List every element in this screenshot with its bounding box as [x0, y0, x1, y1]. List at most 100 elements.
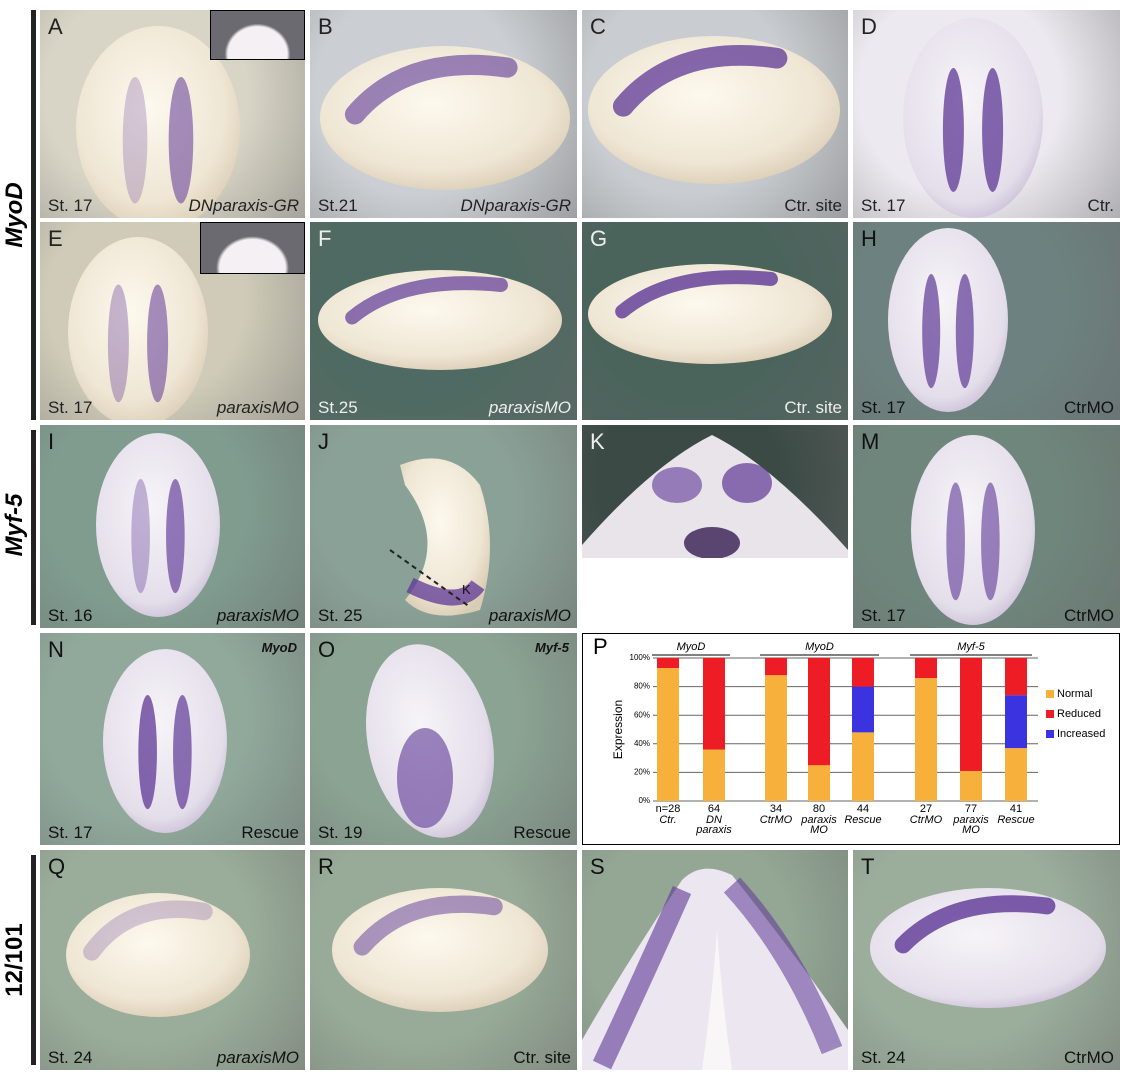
bar-segment: [657, 668, 679, 801]
bar-segment: [765, 658, 787, 676]
gap: [702, 930, 732, 1070]
embryo-image: [588, 264, 832, 364]
y-tick-label: 20%: [634, 768, 650, 777]
x-tick-label: DN paraxis: [696, 814, 732, 836]
stage-label: St. 19: [318, 823, 363, 842]
n-label: 80: [813, 803, 825, 815]
stain: [345, 276, 508, 325]
panel-letter: M: [861, 429, 880, 454]
legend-swatch: [1046, 730, 1054, 738]
stain: [982, 68, 1004, 192]
y-axis-label: Expression: [611, 700, 625, 759]
n-label: 34: [770, 803, 782, 815]
stain: [83, 900, 213, 961]
n-label: 64: [708, 803, 720, 815]
condition-label: Ctr.: [1087, 196, 1114, 215]
panel-letter: T: [861, 854, 875, 879]
condition-label: Ctr. site: [513, 1048, 571, 1067]
x-tick-label: CtrMO: [909, 814, 943, 826]
embryo: [911, 435, 1035, 625]
legend-swatch: [1046, 690, 1054, 698]
stain: [131, 479, 150, 594]
condition-label: CtrMO: [1063, 606, 1114, 625]
row-label: MyoD: [1, 182, 28, 248]
embryo: [903, 18, 1043, 218]
stain: [107, 284, 129, 403]
stain: [147, 284, 169, 403]
stage-label: St. 17: [861, 398, 906, 417]
stain: [138, 695, 157, 810]
x-tick-label: paraxis MO: [953, 814, 989, 836]
image-panel: S: [582, 850, 848, 1070]
image-panel: Q St. 24 paraxisMO: [40, 850, 305, 1070]
embryo-image: [103, 649, 227, 833]
legend-swatch: [1046, 710, 1054, 718]
image-panel: I St. 16 paraxisMO: [40, 425, 305, 628]
bar-segment: [960, 658, 982, 771]
embryo-image: [870, 888, 1106, 1008]
panel-letter: N: [48, 637, 64, 662]
stain: [344, 54, 518, 125]
bar-segment: [657, 658, 679, 669]
stage-label: St. 17: [861, 606, 906, 625]
section-line: [389, 549, 471, 608]
row-label: Myf-5: [1, 493, 28, 557]
panel-letter: I: [48, 429, 55, 454]
condition-label: paraxisMO: [216, 606, 299, 625]
y-tick-label: 0%: [638, 796, 650, 805]
stage-label: St. 17: [48, 196, 93, 215]
panel-letter: E: [48, 226, 63, 251]
image-panel: J St. 25 paraxisMO K: [310, 425, 577, 628]
bar-segment: [1005, 695, 1027, 749]
image-panel: R Ctr. site: [310, 850, 577, 1070]
stain: [406, 577, 485, 606]
condition-label: Ctr. site: [784, 398, 842, 417]
embryo-image: [903, 18, 1043, 218]
stain: [173, 695, 192, 810]
bar-segment: [808, 658, 830, 766]
image-panel: H St. 17 CtrMO: [853, 222, 1120, 420]
image-panel: F St.25 paraxisMO: [310, 222, 577, 420]
y-tick-label: 100%: [630, 653, 650, 662]
bar-segment: [852, 658, 874, 687]
n-label: 27: [920, 803, 932, 815]
stage-label: St. 17: [48, 398, 93, 417]
x-tick-label: Ctr.: [659, 814, 677, 826]
embryo-image: [320, 46, 570, 190]
stain: [723, 877, 843, 1055]
condition-label: Rescue: [241, 823, 299, 842]
bar-segment: [915, 678, 937, 801]
condition-label: paraxisMO: [488, 606, 571, 625]
condition-label: DNparaxis-GR: [460, 196, 571, 215]
stain: [894, 895, 1056, 954]
hole: [684, 527, 740, 558]
legend-label: Reduced: [1057, 708, 1101, 720]
condition-label: DNparaxis-GR: [188, 196, 299, 215]
panel-letter: Q: [48, 854, 66, 879]
image-panel: A St. 17 DNparaxis-GR: [40, 10, 305, 218]
row-bar: [31, 10, 36, 420]
bar-segment: [1005, 658, 1027, 696]
image-panel: D St. 17 Ctr.: [853, 10, 1120, 218]
n-label: 44: [857, 803, 869, 815]
y-tick-label: 60%: [634, 710, 650, 719]
embryo: [66, 893, 250, 1017]
bar-segment: [852, 732, 874, 801]
panel-letter: B: [318, 14, 333, 39]
stage-label: St. 24: [48, 1048, 93, 1067]
bar-segment: [808, 765, 830, 801]
embryo-image: [366, 644, 494, 838]
y-tick-label: 80%: [634, 682, 650, 691]
panel-letter: D: [861, 14, 877, 39]
image-panel: K: [582, 425, 848, 558]
stain: [592, 885, 692, 1070]
stage-label: St. 17: [861, 196, 906, 215]
condition-label: Rescue: [513, 823, 571, 842]
panel-letter: P: [593, 634, 608, 659]
group-label: Myf-5: [957, 641, 985, 653]
image-panel: O St. 19 Rescue Myf-5: [310, 633, 577, 845]
embryo: [76, 26, 240, 218]
panel-letter: J: [318, 429, 329, 454]
row-label: 12/101: [1, 923, 28, 997]
panel-letter: G: [590, 226, 608, 251]
